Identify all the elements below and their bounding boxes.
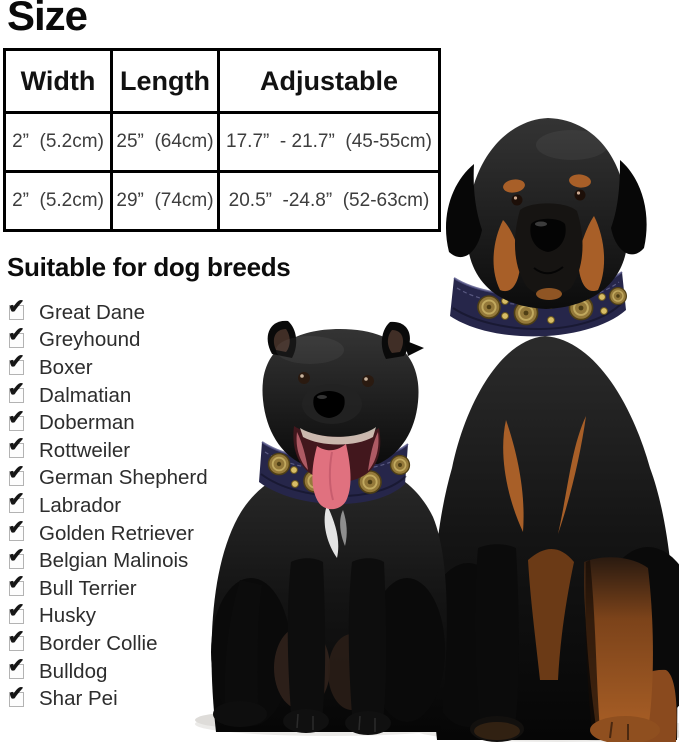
size-table-cell: 17.7” - 21.7” (45-55cm) xyxy=(217,111,441,173)
size-table-cell: 20.5” -24.8” (52-63cm) xyxy=(217,170,441,232)
breed-item: ✔ Doberman xyxy=(8,408,208,437)
checked-checkbox-icon: ✔ xyxy=(8,518,25,542)
size-table-cell: 2” (5.2cm) xyxy=(3,170,113,232)
checked-checkbox-icon: ✔ xyxy=(8,435,25,459)
size-column-header: Length xyxy=(110,48,220,114)
breed-label: Dalmatian xyxy=(39,383,132,407)
checked-checkbox-icon: ✔ xyxy=(8,601,25,624)
breed-label: Husky xyxy=(39,604,96,628)
checked-checkbox-icon: ✔ xyxy=(8,297,25,321)
checked-checkbox-icon: ✔ xyxy=(8,325,25,348)
check-mark-icon: ✔ xyxy=(8,627,25,650)
checked-checkbox-icon: ✔ xyxy=(8,490,25,514)
breed-list: ✔ Great Dane ✔ Greyhound ✔ Boxer ✔ Dalmatian ✔ Do… xyxy=(8,297,208,713)
rottweiler-dog xyxy=(423,118,679,742)
breed-label: Bull Terrier xyxy=(39,576,137,600)
breed-label: Bulldog xyxy=(39,659,108,683)
size-column-header: Adjustable xyxy=(217,48,441,114)
breed-item: ✔ Dalmatian xyxy=(8,380,208,410)
checked-checkbox-icon: ✔ xyxy=(8,684,25,707)
check-mark-icon: ✔ xyxy=(8,599,25,622)
breed-item: ✔ Greyhound xyxy=(8,325,208,355)
breed-label: Rottweiler xyxy=(39,438,131,462)
brass-concho-icon xyxy=(389,454,411,476)
check-mark-icon: ✔ xyxy=(8,544,25,567)
check-mark-icon: ✔ xyxy=(8,379,25,402)
check-mark-icon: ✔ xyxy=(8,655,25,678)
checked-checkbox-icon: ✔ xyxy=(8,573,25,597)
brass-concho-icon xyxy=(608,286,628,306)
size-table-header-row: Width Length Adjustable xyxy=(3,48,441,114)
breed-item: ✔ Bulldog xyxy=(8,656,208,686)
size-table-cell: 29” (74cm) xyxy=(110,170,220,232)
size-heading: Size xyxy=(7,0,88,39)
check-mark-icon: ✔ xyxy=(8,323,25,346)
breed-item: ✔ Labrador xyxy=(8,490,208,520)
breed-item: ✔ Border Collie xyxy=(8,628,208,658)
breed-item: ✔ Golden Retriever xyxy=(8,518,208,548)
size-table-row: 2” (5.2cm) 25” (64cm) 17.7” - 21.7” (45-55… xyxy=(3,111,441,173)
breed-label: Labrador xyxy=(39,493,122,517)
breed-item: ✔ German Shepherd xyxy=(8,463,208,493)
breed-label: Greyhound xyxy=(39,328,141,352)
check-mark-icon: ✔ xyxy=(8,296,25,319)
breed-item: ✔ Shar Pei xyxy=(8,684,208,713)
breeds-heading: Suitable for dog breeds xyxy=(7,252,291,282)
size-table-cell: 25” (64cm) xyxy=(110,111,220,173)
check-mark-icon: ✔ xyxy=(8,517,25,540)
breed-label: Doberman xyxy=(39,411,135,435)
checked-checkbox-icon: ✔ xyxy=(8,408,25,431)
size-table: Width Length Adjustable 2” (5.2cm) 25” (64c… xyxy=(3,48,441,232)
checked-checkbox-icon: ✔ xyxy=(8,463,25,486)
check-mark-icon: ✔ xyxy=(8,489,25,512)
breed-label: Boxer xyxy=(39,355,93,379)
breed-item: ✔ Belgian Malinois xyxy=(8,546,208,575)
breed-label: Shar Pei xyxy=(39,687,118,711)
size-column-header: Width xyxy=(3,48,113,114)
check-mark-icon: ✔ xyxy=(8,434,25,457)
check-mark-icon: ✔ xyxy=(8,682,25,705)
size-table-body: 2” (5.2cm) 25” (64cm) 17.7” - 21.7” (45-55… xyxy=(3,111,441,232)
brass-concho-icon xyxy=(267,452,291,476)
breed-item: ✔ Bull Terrier xyxy=(8,573,208,603)
checked-checkbox-icon: ✔ xyxy=(8,628,25,652)
breed-label: German Shepherd xyxy=(39,466,208,490)
breed-item: ✔ Rottweiler xyxy=(8,435,208,465)
checked-checkbox-icon: ✔ xyxy=(8,352,25,376)
breed-label: Border Collie xyxy=(39,631,158,655)
check-mark-icon: ✔ xyxy=(8,572,25,595)
breed-item: ✔ Husky xyxy=(8,601,208,631)
checked-checkbox-icon: ✔ xyxy=(8,656,25,680)
breed-item: ✔ Great Dane xyxy=(8,297,208,327)
brass-concho-icon xyxy=(477,295,501,319)
staffordshire-dog xyxy=(211,320,447,735)
size-table-cell: 2” (5.2cm) xyxy=(3,111,113,173)
breed-label: Belgian Malinois xyxy=(39,549,189,573)
breed-label: Golden Retriever xyxy=(39,521,194,545)
breed-item: ✔ Boxer xyxy=(8,352,208,382)
checked-checkbox-icon: ✔ xyxy=(8,380,25,404)
breed-label: Great Dane xyxy=(39,300,145,324)
check-mark-icon: ✔ xyxy=(8,461,25,484)
size-table-row: 2” (5.2cm) 29” (74cm) 20.5” -24.8” (52-63c… xyxy=(3,170,441,232)
check-mark-icon: ✔ xyxy=(8,351,25,374)
checked-checkbox-icon: ✔ xyxy=(8,546,25,569)
check-mark-icon: ✔ xyxy=(8,406,25,429)
